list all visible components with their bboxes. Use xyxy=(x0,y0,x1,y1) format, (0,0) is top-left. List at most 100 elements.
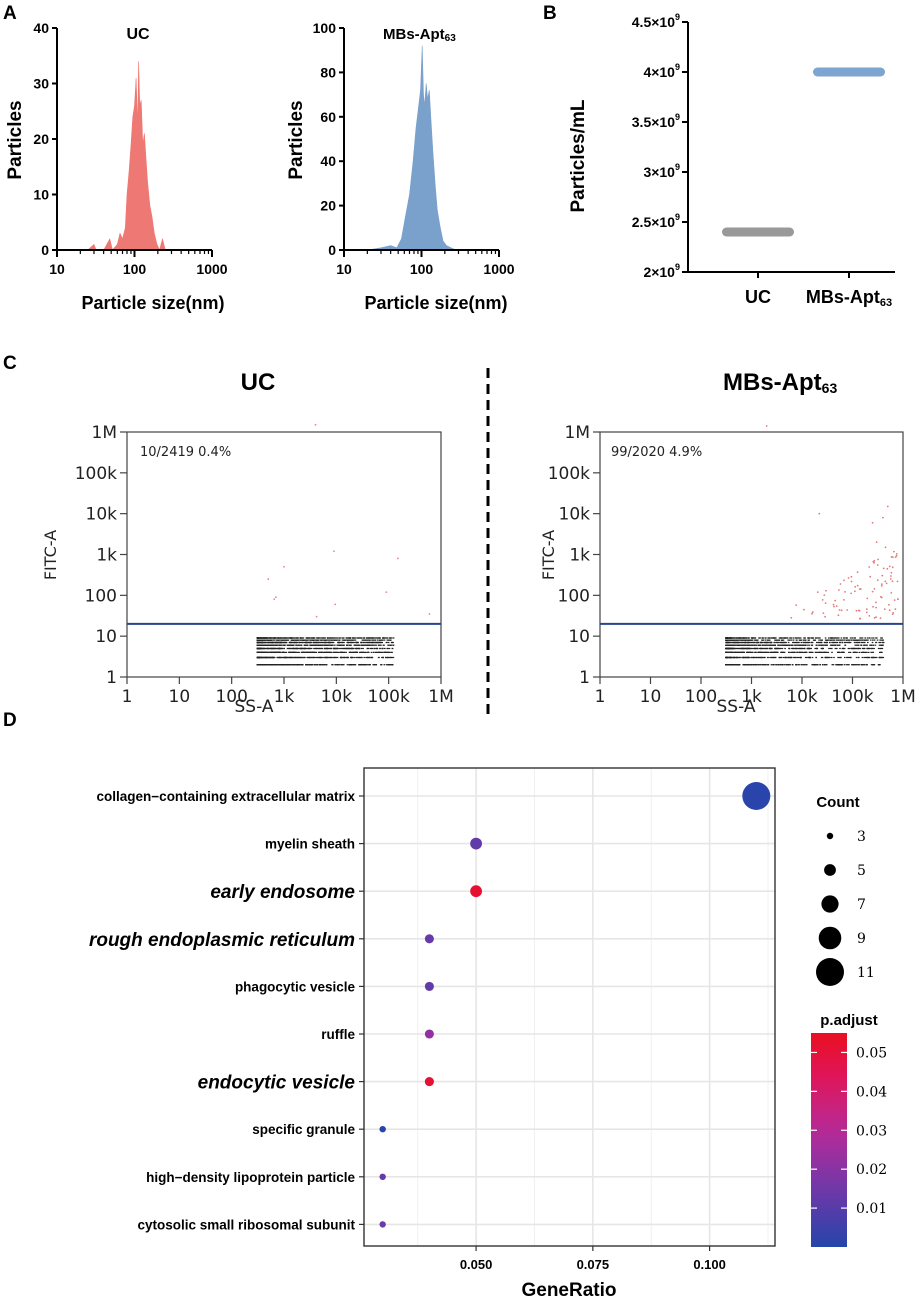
flow-uc-negative-event xyxy=(331,651,333,653)
flow-mbs-negative-event xyxy=(842,647,844,650)
flow-mbs-negative-event xyxy=(835,641,838,644)
flow-mbs-negative-event xyxy=(775,637,777,639)
flow-uc-negative-event xyxy=(363,639,365,641)
flow-uc-negative-event xyxy=(278,647,281,650)
flow-mbs-negative-event xyxy=(766,656,769,659)
flow-uc-negative-event xyxy=(340,656,343,659)
flow-mbs-negative-event xyxy=(739,647,742,650)
flow-mbs-negative-event xyxy=(781,644,783,646)
flow-uc-negative-event xyxy=(295,651,298,653)
conc-category-label: MBs-Apt63 xyxy=(806,287,892,309)
flow-mbs-negative-event xyxy=(749,664,751,666)
flow-mbs-positive-event xyxy=(857,609,860,612)
flow-mbs-positive-event xyxy=(888,565,891,568)
flow-uc-negative-event xyxy=(349,664,351,666)
flow-uc-negative-event xyxy=(304,644,307,646)
flow-mbs-negative-event xyxy=(732,664,734,666)
flow-mbs-negative-event xyxy=(766,651,768,653)
flow-mbs-negative-event xyxy=(863,641,865,644)
flow-uc-negative-event xyxy=(356,656,359,659)
flow-mbs-positive-event xyxy=(811,611,814,613)
flow-mbs-negative-event xyxy=(782,664,784,666)
flow-mbs-negative-event xyxy=(751,651,754,653)
flow-uc-positive-event xyxy=(396,557,399,560)
flow-uc-negative-event xyxy=(368,641,370,644)
flow-uc-negative-event xyxy=(308,641,310,644)
flow-uc-negative-event xyxy=(301,664,304,666)
flow-mbs-negative-event xyxy=(739,637,742,639)
flow-uc-negative-event xyxy=(338,641,341,644)
flow-mbs-negative-event xyxy=(855,647,858,650)
flow-uc-negative-event xyxy=(262,639,265,641)
flow-uc-negative-event xyxy=(263,644,265,646)
flow-uc-negative-event xyxy=(293,651,295,653)
flow-mbs-negative-event xyxy=(857,644,859,646)
flow-uc-negative-event xyxy=(386,656,389,659)
flow-mbs-negative-event xyxy=(833,641,836,644)
flow-mbs-negative-event xyxy=(755,664,758,666)
flow-uc-negative-event xyxy=(338,637,341,639)
flow-uc-negative-event xyxy=(297,644,299,646)
flow-mbs-negative-event xyxy=(755,639,757,641)
flow-mbs-positive-event xyxy=(844,591,846,593)
flow-uc-negative-event xyxy=(310,651,313,653)
flow-uc-negative-event xyxy=(308,664,311,666)
flow-uc-negative-event xyxy=(391,641,393,644)
flow-uc-negative-event xyxy=(260,644,262,646)
flow-mbs-negative-event xyxy=(763,651,765,653)
flow-uc-negative-event xyxy=(276,644,278,646)
flow-uc-negative-event xyxy=(379,651,382,653)
flow-uc-negative-event xyxy=(386,647,388,650)
flow-mbs-negative-event xyxy=(859,639,862,641)
flow-mbs-negative-event xyxy=(862,647,865,650)
flow-uc-negative-event xyxy=(332,641,335,644)
flow-mbs-negative-event xyxy=(826,656,829,659)
flow-mbs-negative-event xyxy=(791,651,793,653)
uc-histogram-ylabel: Particles xyxy=(5,100,26,179)
flow-mbs-negative-event xyxy=(856,664,859,666)
flow-uc-negative-event xyxy=(299,644,301,646)
flow-mbs-negative-event xyxy=(831,664,834,666)
flow-uc-negative-event xyxy=(370,641,372,644)
flow-mbs-negative-event xyxy=(745,656,747,659)
flow-mbs-negative-event xyxy=(816,647,818,650)
flow-mbs-negative-event xyxy=(732,639,734,641)
flow-uc-negative-event xyxy=(261,641,263,644)
flow-mbs-negative-event xyxy=(771,656,773,659)
flow-mbs-negative-event xyxy=(864,637,866,639)
dot-point xyxy=(424,1077,434,1087)
flow-mbs-negative-event xyxy=(789,664,792,666)
flow-uc-negative-event xyxy=(302,641,304,644)
flow-uc-negative-event xyxy=(326,639,329,641)
flow-uc-negative-event xyxy=(351,637,354,639)
mbs-hist-ytick-label: 40 xyxy=(320,153,336,169)
dot-point xyxy=(424,981,434,991)
flow-uc-negative-event xyxy=(283,637,285,639)
flow-uc-negative-event xyxy=(366,656,369,659)
flow-mbs-xtick-label: 100k xyxy=(831,687,873,707)
flow-uc-negative-event xyxy=(312,639,315,641)
flow-mbs-negative-event xyxy=(831,647,833,650)
dot-xtick-label: 0.075 xyxy=(577,1257,610,1272)
flow-mbs-negative-event xyxy=(749,651,752,653)
flow-mbs-negative-event xyxy=(774,647,777,650)
flow-mbs-negative-event xyxy=(735,641,738,644)
flow-mbs-negative-event xyxy=(791,664,794,666)
flow-mbs-negative-event xyxy=(865,664,868,666)
flow-mbs-negative-event xyxy=(829,641,831,644)
flow-mbs-negative-event xyxy=(788,639,790,641)
flow-mbs-negative-event xyxy=(772,651,774,653)
flow-uc-negative-event xyxy=(309,639,311,641)
flow-mbs-negative-event xyxy=(754,644,756,646)
flow-uc-negative-event xyxy=(266,637,269,639)
flow-mbs-negative-event xyxy=(824,651,826,653)
flow-mbs-negative-event xyxy=(880,644,883,646)
conc-ytick-exponent: 9 xyxy=(675,62,680,72)
flow-mbs-negative-event xyxy=(779,664,782,666)
flow-mbs-negative-event xyxy=(750,664,752,666)
flow-uc-negative-event xyxy=(316,647,318,650)
flow-mbs-negative-event xyxy=(814,651,817,653)
flow-mbs-negative-event xyxy=(795,647,798,650)
flow-uc-negative-event xyxy=(314,644,317,646)
flow-mbs-negative-event xyxy=(725,651,727,653)
